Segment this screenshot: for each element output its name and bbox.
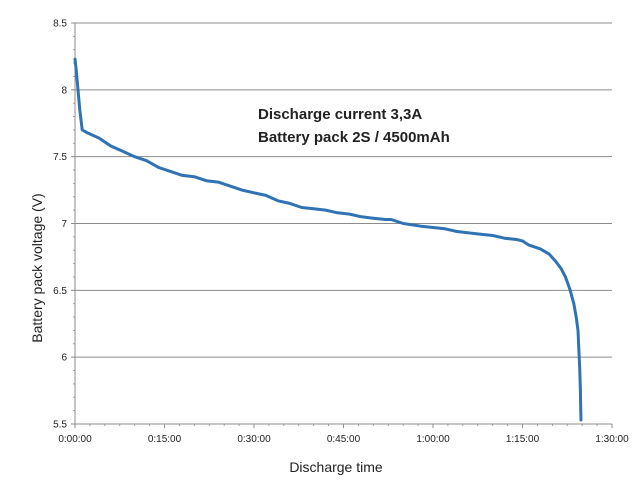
x-tick-labels: 0:00:00 0:15:00 0:30:00 0:45:00 1:00:00 1:15:… (58, 434, 629, 445)
y-tick-label: 7 (61, 219, 67, 230)
annotation-line-2: Battery pack 2S / 4500mAh (258, 129, 450, 146)
x-tick-label: 0:00:00 (58, 434, 92, 445)
x-tick-label: 1:30:00 (595, 434, 629, 445)
y-tick-label: 8.5 (53, 19, 67, 30)
y-tick-label: 7.5 (53, 152, 67, 163)
y-axis-title: Battery pack voltage (V) (29, 193, 45, 342)
grid-layer (75, 22, 612, 358)
y-tick-labels: 8.5 8 7.5 7 6.5 6 5.5 (53, 19, 67, 431)
series-layer (73, 57, 583, 422)
annotation-line-1: Discharge current 3,3A (258, 106, 422, 123)
x-tick-label: 0:45:00 (327, 434, 361, 445)
y-tick-label: 8 (61, 85, 67, 96)
x-tick-label: 1:00:00 (416, 434, 450, 445)
y-tick-label: 6.5 (53, 286, 67, 297)
series-line (73, 57, 583, 422)
x-tick-label: 0:15:00 (148, 434, 182, 445)
y-tick-label: 5.5 (53, 420, 67, 431)
axis-layer (71, 22, 613, 428)
x-tick-label: 1:15:00 (506, 434, 540, 445)
x-tick-label: 0:30:00 (237, 434, 271, 445)
y-tick-label: 6 (61, 353, 67, 364)
x-axis-title: Discharge time (289, 459, 383, 475)
